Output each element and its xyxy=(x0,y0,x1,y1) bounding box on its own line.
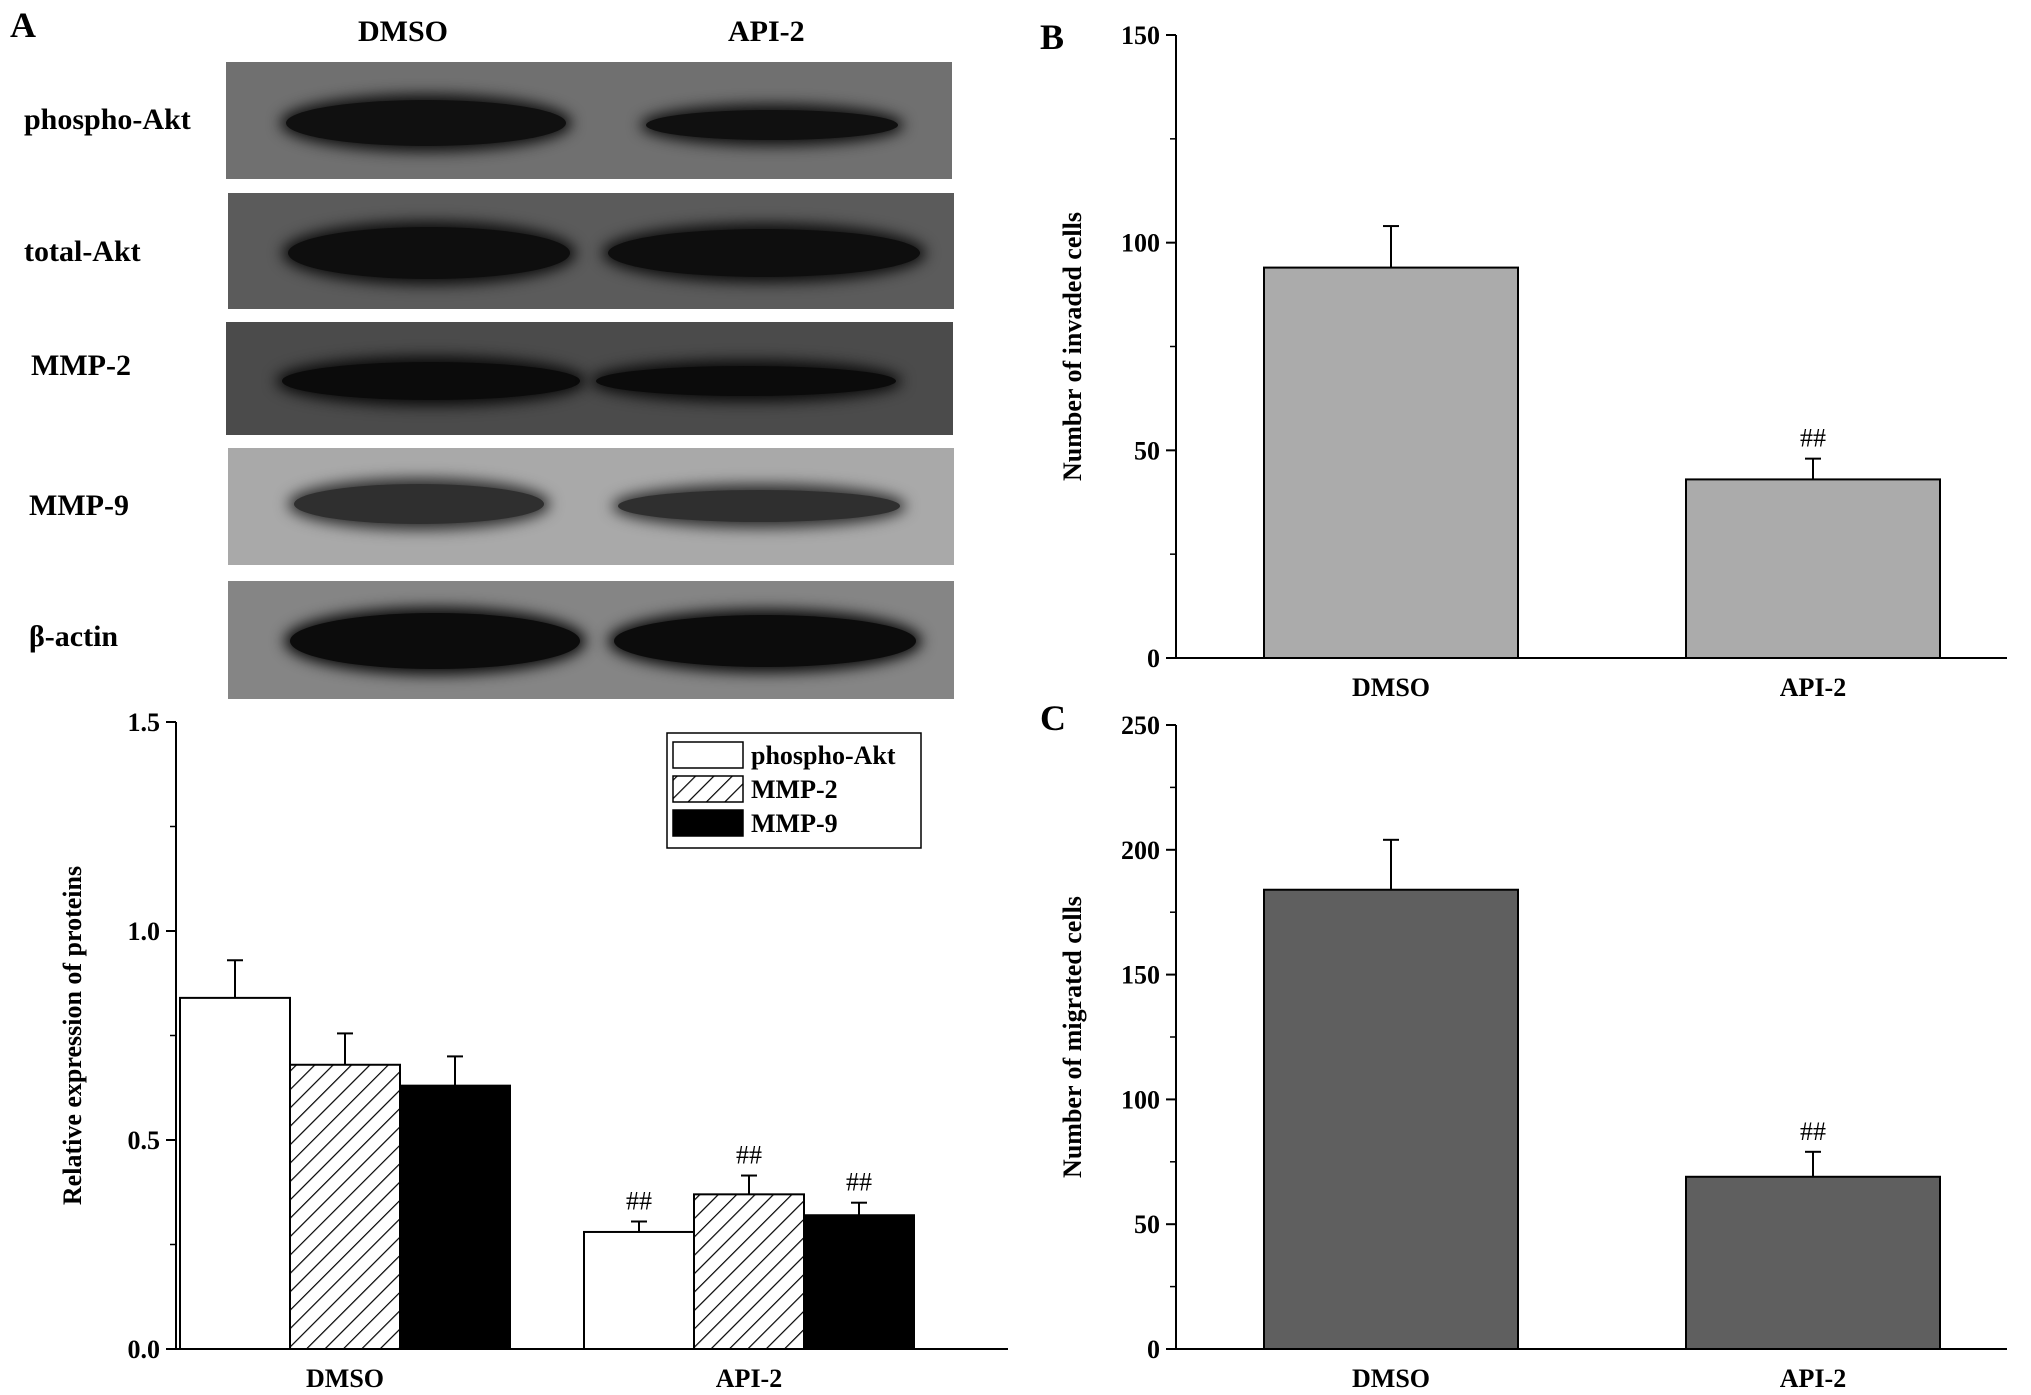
y-tick-label: 200 xyxy=(1121,836,1160,865)
y-tick-label: 100 xyxy=(1121,1085,1160,1114)
blot-row-label: MMP-9 xyxy=(29,489,129,522)
x-tick-label: DMSO xyxy=(1352,673,1430,702)
legend-label: MMP-2 xyxy=(751,775,838,804)
y-tick-label: 150 xyxy=(1121,961,1160,990)
y-tick-label: 0 xyxy=(1147,644,1160,673)
x-tick-label: API-2 xyxy=(1780,673,1846,702)
blot-band xyxy=(608,229,920,277)
blot-column-api2: API-2 xyxy=(728,15,805,48)
blot-strip-mmp9 xyxy=(228,448,954,565)
blot-band xyxy=(290,613,580,669)
y-axis-title: Relative expression of proteins xyxy=(58,866,87,1205)
x-tick-label: API-2 xyxy=(1780,1364,1846,1393)
legend-label: MMP-9 xyxy=(751,809,838,838)
blot-row-label: β-actin xyxy=(29,620,119,653)
panel-label-b: B xyxy=(1040,17,1065,57)
bar xyxy=(693,1193,805,1350)
bar xyxy=(803,1214,915,1350)
significance-marker: ## xyxy=(1800,424,1826,453)
significance-marker: ## xyxy=(1800,1117,1826,1146)
blot-column-dmso: DMSO xyxy=(358,15,448,48)
y-tick-label: 0.0 xyxy=(128,1335,161,1364)
y-tick-label: 50 xyxy=(1134,436,1160,465)
y-tick-label: 1.0 xyxy=(128,917,161,946)
y-tick-label: 0.5 xyxy=(128,1126,161,1155)
legend-label: phospho-Akt xyxy=(751,741,896,770)
blot-band xyxy=(294,484,544,524)
blot-band xyxy=(646,110,898,140)
y-tick-label: 50 xyxy=(1134,1210,1160,1239)
legend-swatch xyxy=(672,741,744,769)
y-tick-label: 100 xyxy=(1121,229,1160,258)
x-tick-label: API-2 xyxy=(716,1364,782,1393)
bar xyxy=(583,1230,695,1350)
bar xyxy=(289,1063,401,1350)
blot-row-label: phospho-Akt xyxy=(24,103,191,136)
bar xyxy=(179,996,291,1350)
blot-band xyxy=(286,100,566,146)
bar xyxy=(1263,266,1519,659)
bar xyxy=(399,1084,511,1351)
y-tick-label: 250 xyxy=(1121,711,1160,740)
significance-marker: ## xyxy=(846,1168,872,1197)
legend-swatch xyxy=(672,775,744,803)
blot-band xyxy=(288,227,570,279)
blot-strip-total-akt xyxy=(228,193,954,309)
blot-strip-mmp2 xyxy=(226,322,953,435)
blot-row-label: total-Akt xyxy=(24,235,141,268)
blot-band xyxy=(614,615,916,667)
bar xyxy=(1685,1175,1941,1350)
blot-strip-phospho-akt xyxy=(226,62,952,179)
blot-band xyxy=(282,362,580,400)
significance-marker: ## xyxy=(626,1187,652,1216)
y-tick-label: 0 xyxy=(1147,1335,1160,1364)
bar xyxy=(1685,478,1941,660)
y-tick-label: 1.5 xyxy=(128,708,161,737)
y-tick-label: 150 xyxy=(1121,21,1160,50)
y-axis-title: Number of invaded cells xyxy=(1058,212,1087,481)
x-tick-label: DMSO xyxy=(306,1364,384,1393)
bar xyxy=(1263,888,1519,1351)
blot-row-label: MMP-2 xyxy=(31,349,131,382)
y-axis-title: Number of migrated cells xyxy=(1058,896,1087,1178)
panel-label-c: C xyxy=(1040,698,1066,738)
significance-marker: ## xyxy=(736,1141,762,1170)
blot-band xyxy=(596,366,896,396)
x-tick-label: DMSO xyxy=(1352,1364,1430,1393)
legend-swatch xyxy=(672,809,744,837)
panel-label-a: A xyxy=(10,5,36,45)
blot-strip-beta-actin xyxy=(228,581,954,699)
blot-band xyxy=(618,490,900,522)
